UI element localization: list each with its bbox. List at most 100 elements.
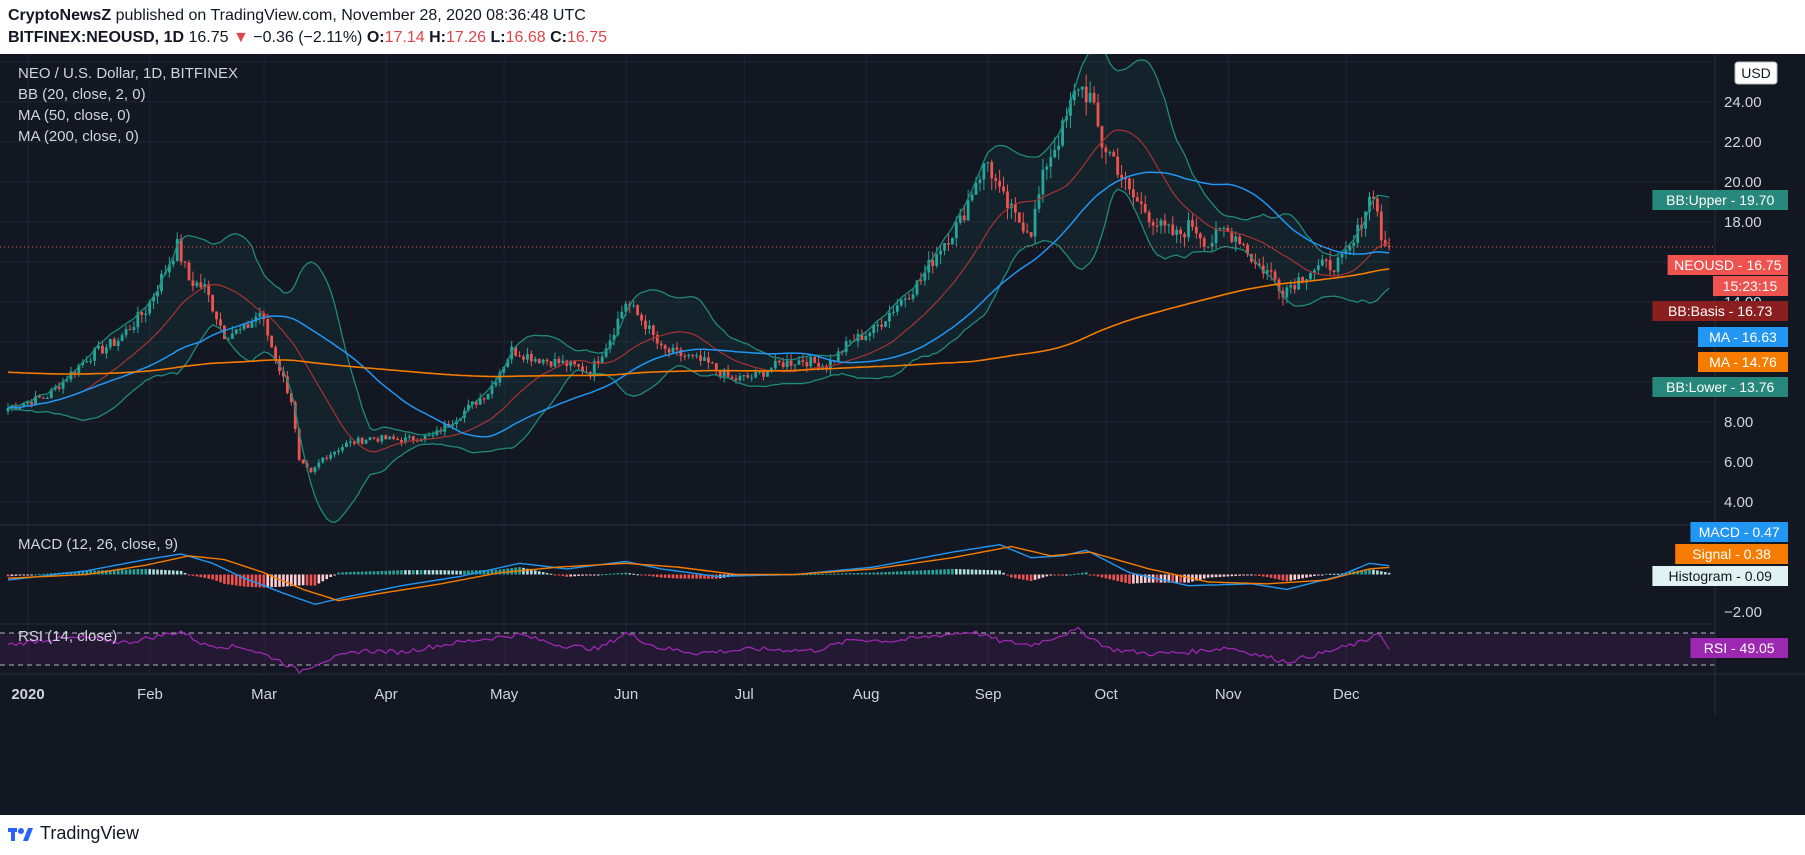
candle-body xyxy=(884,321,887,327)
macd-histogram-bar xyxy=(640,574,643,576)
macd-histogram-bar xyxy=(1301,574,1304,579)
candle-body xyxy=(104,347,108,354)
macd-histogram-bar xyxy=(561,574,565,577)
candle-body xyxy=(1301,277,1305,283)
candle-body xyxy=(636,305,639,315)
candle-body xyxy=(769,368,773,372)
candle-body xyxy=(360,437,364,444)
candle-body xyxy=(482,398,486,400)
macd-histogram-bar xyxy=(1049,574,1053,576)
publish-line: CryptoNewsZ published on TradingView.com… xyxy=(8,7,586,25)
histogram-tag-bg xyxy=(1652,566,1788,586)
bb-upper-tag: BB:Upper - 19.70 xyxy=(1652,190,1788,210)
macd-histogram-bar xyxy=(707,574,710,579)
candle-body xyxy=(1238,236,1242,244)
macd-histogram-bar xyxy=(1108,574,1112,580)
macd-histogram-bar xyxy=(179,570,183,575)
legend-rsi[interactable]: RSI (14, close) xyxy=(18,628,117,645)
candle-body xyxy=(667,348,671,353)
chart-area[interactable]: −2.00 NEO / U.S. Dollar, 1D, BITFINEX BB… xyxy=(0,54,1805,815)
candle-body xyxy=(1096,102,1100,127)
macd-histogram-bar xyxy=(132,569,136,575)
candle-body xyxy=(246,324,250,328)
macd-histogram-bar xyxy=(451,570,454,575)
legend-bb[interactable]: BB (20, close, 2, 0) xyxy=(18,86,146,103)
legend-ma200[interactable]: MA (200, close, 0) xyxy=(18,128,139,145)
macd-histogram-bar xyxy=(404,570,407,575)
macd-histogram-bar xyxy=(797,574,801,576)
macd-histogram-bar xyxy=(1171,574,1175,583)
candle-body xyxy=(699,355,702,361)
macd-line xyxy=(7,543,1390,606)
ma200-line xyxy=(7,268,1390,378)
macd-histogram-bar xyxy=(636,574,639,576)
macd-histogram-bar xyxy=(1116,574,1119,582)
macd-histogram-bar xyxy=(687,574,691,579)
macd-histogram-bar xyxy=(943,569,946,575)
legend-macd[interactable]: MACD (12, 26, close, 9) xyxy=(18,536,178,553)
macd-histogram-bar xyxy=(455,570,458,575)
macd-histogram-bar xyxy=(589,574,592,576)
macd-histogram-bar xyxy=(1053,574,1057,576)
candle-body xyxy=(683,355,687,357)
macd-histogram-bar xyxy=(148,569,151,575)
candle-body xyxy=(282,371,285,377)
macd-histogram-bar xyxy=(581,574,584,576)
chart-canvas[interactable]: −2.00 NEO / U.S. Dollar, 1D, BITFINEX BB… xyxy=(0,54,1805,815)
macd-histogram-bar xyxy=(392,570,395,575)
macd-histogram-bar xyxy=(1080,572,1084,575)
candle-body xyxy=(124,329,128,336)
candle-body xyxy=(581,366,584,372)
rsi-line xyxy=(7,626,1390,675)
candle-body xyxy=(1013,203,1017,213)
macd-histogram-bar xyxy=(6,574,10,577)
legend-ma50[interactable]: MA (50, close, 0) xyxy=(18,107,131,124)
macd-histogram-bar xyxy=(195,574,199,577)
candle-body xyxy=(679,349,683,356)
time-axis[interactable]: 2020 Feb Mar Apr May Jun Jul Aug Sep Oct Nov Dec xyxy=(11,686,1360,703)
tradingview-logo[interactable]: TradingView xyxy=(8,823,139,844)
macd-histogram-bar xyxy=(1230,574,1234,577)
candle-body xyxy=(785,360,789,368)
publisher-name[interactable]: CryptoNewsZ xyxy=(8,7,112,24)
candle-body xyxy=(427,435,431,437)
price-tick-label: 6.00 xyxy=(1724,454,1753,471)
macd-histogram-bar xyxy=(982,569,986,575)
candle-body xyxy=(1006,191,1009,209)
candle-body xyxy=(868,333,872,336)
candle-body xyxy=(42,397,45,399)
candle-body xyxy=(242,324,246,329)
macd-histogram-bar xyxy=(1324,573,1328,575)
macd-histogram-bar xyxy=(1297,574,1300,580)
macd-histogram-bar xyxy=(286,574,289,587)
macd-histogram-bar xyxy=(384,570,388,575)
candle-body xyxy=(45,398,49,400)
macd-histogram-bar xyxy=(467,570,470,575)
candle-body xyxy=(915,280,919,295)
macd-histogram-bar xyxy=(321,574,325,582)
macd-histogram-bar xyxy=(927,570,931,575)
macd-histogram-bar xyxy=(124,569,128,575)
candle-body xyxy=(1309,273,1312,280)
candle-body xyxy=(939,250,942,255)
candle-body xyxy=(773,360,777,369)
macd-histogram-bar xyxy=(1084,572,1088,575)
candle-body xyxy=(1368,196,1371,212)
macd-histogram-bar xyxy=(341,572,344,575)
candle-body xyxy=(1069,100,1072,116)
candle-body xyxy=(1155,225,1159,227)
macd-histogram-bar xyxy=(833,573,836,575)
candle-body xyxy=(116,340,120,346)
macd-histogram-bar xyxy=(1088,574,1092,576)
bb-basis-line xyxy=(7,129,1390,453)
candle-body xyxy=(38,396,41,398)
legend-title[interactable]: NEO / U.S. Dollar, 1D, BITFINEX xyxy=(18,65,238,82)
price-tick-label: 8.00 xyxy=(1724,414,1753,431)
macd-histogram-bar xyxy=(703,574,706,579)
currency-button[interactable]: USD xyxy=(1734,61,1778,85)
macd-histogram-bar xyxy=(994,570,997,575)
macd-histogram-bar xyxy=(860,572,864,575)
macd-histogram-bar xyxy=(309,574,313,586)
candle-body xyxy=(931,260,935,266)
macd-histogram-bar xyxy=(919,570,923,575)
